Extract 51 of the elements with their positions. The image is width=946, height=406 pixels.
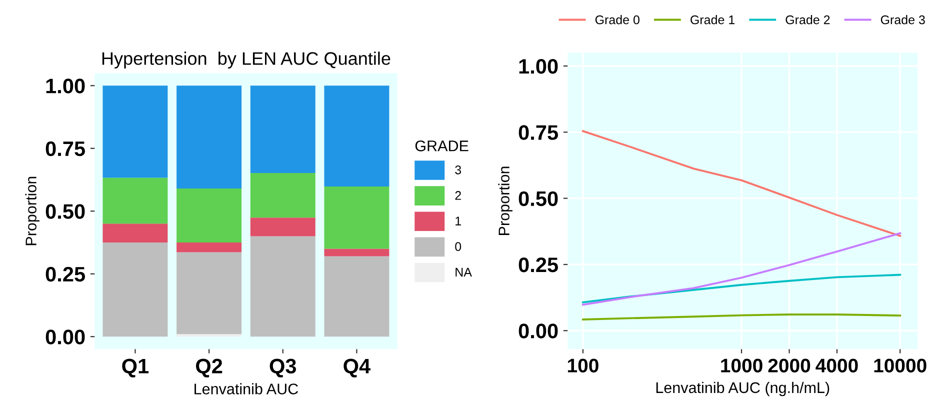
y-tick-label: 1.00 <box>46 78 85 94</box>
legend-label: Grade 1 <box>690 15 735 24</box>
legend-title: GRADE <box>415 140 468 152</box>
y-tick-label: 0.50 <box>518 191 558 206</box>
y-axis-title: Proportion <box>25 176 40 246</box>
bar <box>176 334 242 337</box>
bar <box>176 188 242 242</box>
y-tick-label: 0.25 <box>46 266 85 282</box>
legend-label: Grade 0 <box>595 15 640 24</box>
bar <box>250 236 316 337</box>
bar <box>324 86 390 187</box>
bar <box>176 242 242 252</box>
bar <box>250 86 316 173</box>
y-tick-label: 0.00 <box>46 330 85 344</box>
legend-label: 3 <box>455 165 462 174</box>
legend-label: Grade 2 <box>786 15 830 24</box>
bar <box>324 256 390 337</box>
x-tick-label: 1000 <box>721 358 762 372</box>
bar <box>250 218 316 236</box>
bar <box>176 252 242 334</box>
legend-label: 1 <box>456 216 461 226</box>
bar <box>102 242 168 337</box>
x-tick-label: 2000 <box>768 358 810 372</box>
legend-label: Grade 3 <box>880 15 925 24</box>
legend-label: NA <box>456 268 472 276</box>
bar <box>102 224 168 242</box>
x-axis-title: Lenvatinib AUC (ng.h/mL) <box>656 382 830 396</box>
legend-label: 0 <box>455 242 462 252</box>
y-tick-label: 0.75 <box>518 125 558 140</box>
y-tick-label: 0.00 <box>518 324 558 338</box>
x-tick-label: Q2 <box>196 358 222 378</box>
x-tick-label: Q1 <box>122 358 149 378</box>
x-tick-label: Q4 <box>344 358 370 378</box>
bar <box>250 172 316 218</box>
bar <box>102 178 168 224</box>
x-tick-label: 4000 <box>816 358 858 372</box>
x-axis-title: Lenvatinib AUC <box>194 383 298 394</box>
y-tick-label: 0.25 <box>518 257 558 272</box>
bar <box>102 86 168 178</box>
bar <box>176 86 242 189</box>
chart-title: Hypertension by LEN AUC Quantile <box>102 52 390 68</box>
y-axis-title: Proportion <box>498 166 512 235</box>
x-tick-label: Q3 <box>270 358 296 378</box>
x-tick-label: 100 <box>568 358 598 372</box>
y-tick-label: 0.75 <box>46 141 85 156</box>
y-tick-label: 1.00 <box>519 59 558 74</box>
bar <box>324 248 390 256</box>
legend-label: 2 <box>455 191 461 200</box>
y-tick-label: 0.50 <box>46 204 85 219</box>
bar <box>324 186 390 249</box>
x-tick-label: 10000 <box>874 358 926 372</box>
